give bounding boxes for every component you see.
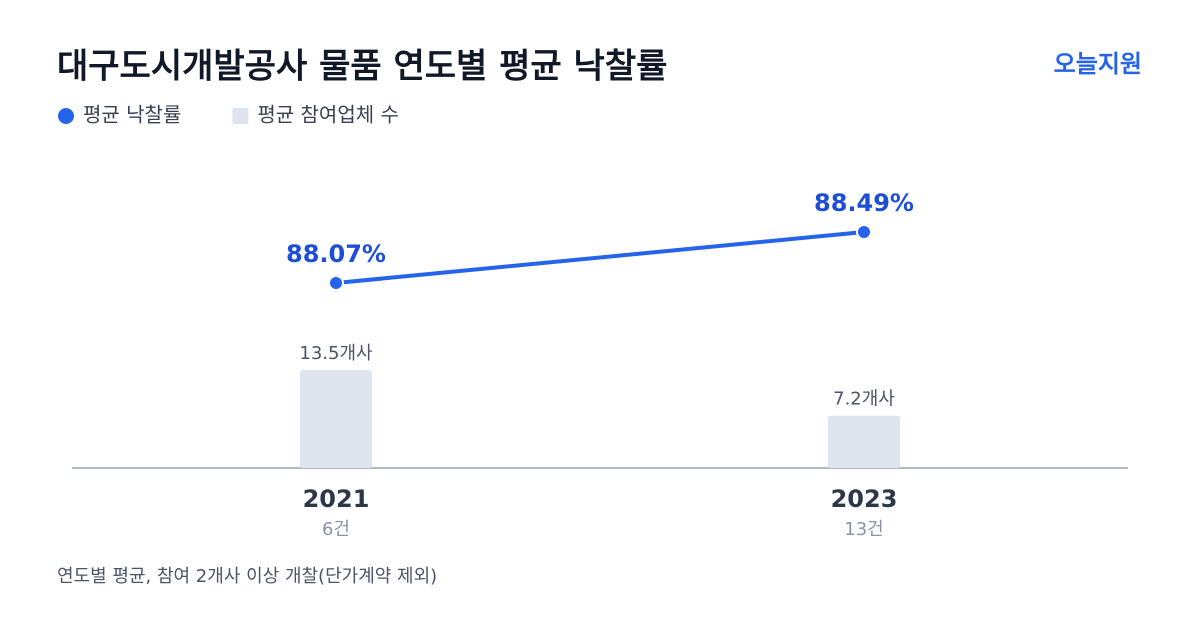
legend-label: 평균 낙찰률 [83, 103, 181, 127]
bar [828, 415, 900, 468]
x-tick-label: 2021 [303, 485, 370, 513]
bar [300, 370, 372, 468]
bar-value-label: 13.5개사 [299, 343, 373, 364]
line-value-label: 88.49% [814, 189, 914, 217]
x-tick-label: 2023 [831, 485, 898, 513]
line-point [856, 224, 872, 240]
line-value-label: 88.07% [286, 240, 386, 268]
brand: 오늘지원 [1054, 50, 1142, 78]
line [335, 230, 865, 285]
legend-marker [232, 108, 249, 124]
x-tick-sublabel: 13건 [844, 519, 883, 540]
x-tick-sublabel: 6건 [322, 519, 350, 540]
line-point [328, 275, 344, 291]
bar-value-label: 7.2개사 [833, 389, 895, 410]
legend-label: 평균 참여업체 수 [257, 103, 399, 127]
footnote: 연도별 평균, 참여 2개사 이상 개찰(단가계약 제외) [57, 566, 437, 587]
chart-title: 대구도시개발공사 물품 연도별 평균 낙찰률 [57, 47, 667, 87]
legend-marker [58, 108, 74, 124]
